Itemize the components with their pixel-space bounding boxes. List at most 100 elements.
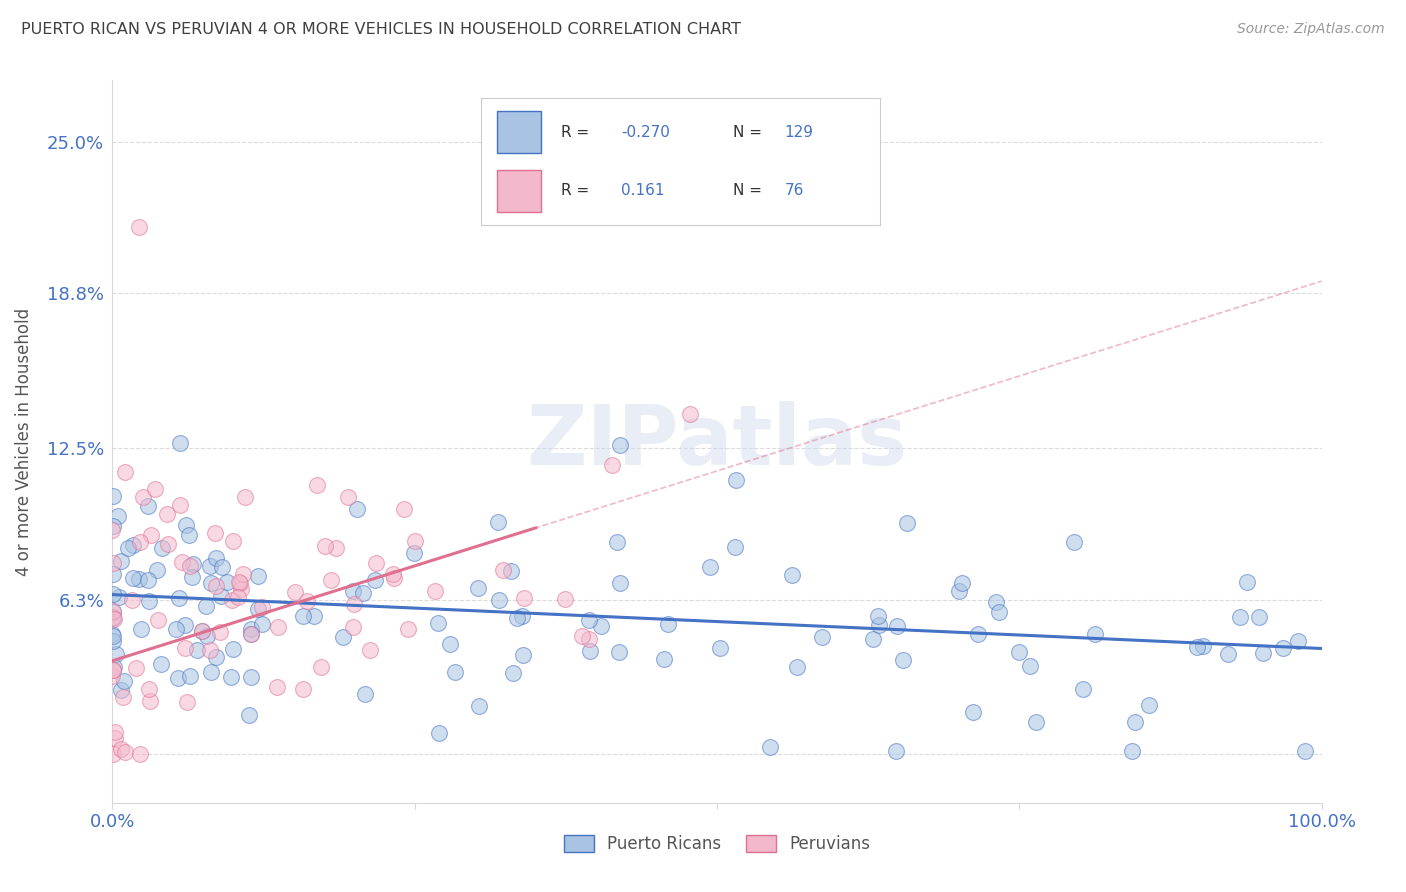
Point <box>404 546 426 560</box>
Point <box>352 586 374 600</box>
Point <box>101 518 124 533</box>
Text: ZIPatlas: ZIPatlas <box>527 401 907 482</box>
Point <box>205 551 228 566</box>
Point <box>222 533 245 548</box>
Point <box>884 744 907 758</box>
Point <box>139 693 162 707</box>
Point <box>221 670 243 684</box>
Point <box>950 575 973 590</box>
Point <box>228 574 250 589</box>
Point <box>101 669 124 683</box>
Point <box>652 652 675 666</box>
Point <box>165 622 187 636</box>
Point <box>229 582 252 596</box>
Point <box>101 634 124 648</box>
Point <box>208 625 231 640</box>
Point <box>578 632 600 647</box>
Point <box>1019 658 1042 673</box>
Point <box>591 619 613 633</box>
Point <box>579 644 602 658</box>
Point <box>319 573 342 587</box>
Point <box>101 610 124 624</box>
Point <box>138 594 160 608</box>
Point <box>342 584 364 599</box>
Point <box>107 509 129 524</box>
Point <box>1123 714 1146 729</box>
Point <box>382 571 405 585</box>
Point <box>138 682 160 697</box>
Point <box>1192 639 1215 653</box>
Point <box>101 747 124 761</box>
Text: PUERTO RICAN VS PERUVIAN 4 OR MORE VEHICLES IN HOUSEHOLD CORRELATION CHART: PUERTO RICAN VS PERUVIAN 4 OR MORE VEHIC… <box>21 22 741 37</box>
Point <box>606 535 628 549</box>
Point <box>1121 744 1143 758</box>
Point <box>112 673 135 688</box>
Point <box>129 534 152 549</box>
Point <box>499 564 522 578</box>
Point <box>404 534 426 549</box>
Point <box>195 629 218 643</box>
Point <box>1137 698 1160 712</box>
Point <box>439 637 461 651</box>
Point <box>250 599 273 614</box>
Point <box>104 724 127 739</box>
Point <box>169 591 191 606</box>
Point <box>578 613 600 627</box>
Point <box>1229 609 1251 624</box>
Point <box>129 622 152 636</box>
Legend: Puerto Ricans, Peruvians: Puerto Ricans, Peruvians <box>557 828 877 860</box>
Point <box>172 555 194 569</box>
Point <box>110 742 132 756</box>
Point <box>114 465 136 479</box>
Point <box>114 745 136 759</box>
Point <box>492 563 515 577</box>
Point <box>759 740 782 755</box>
Point <box>129 747 152 761</box>
Point <box>948 583 970 598</box>
Point <box>176 695 198 709</box>
Point <box>110 683 132 698</box>
Point <box>205 649 228 664</box>
Point <box>101 663 124 677</box>
Point <box>101 556 124 570</box>
Point <box>1286 633 1309 648</box>
Point <box>167 671 190 685</box>
Point <box>186 642 208 657</box>
Point <box>506 611 529 625</box>
Point <box>204 579 226 593</box>
Point <box>240 627 263 641</box>
Point <box>1247 609 1270 624</box>
Point <box>136 573 159 587</box>
Point <box>111 690 134 704</box>
Point <box>169 499 191 513</box>
Point <box>325 541 347 555</box>
Point <box>886 618 908 632</box>
Point <box>128 572 150 586</box>
Point <box>228 575 250 590</box>
Text: Source: ZipAtlas.com: Source: ZipAtlas.com <box>1237 22 1385 37</box>
Point <box>146 613 169 627</box>
Point <box>1251 646 1274 660</box>
Point <box>174 641 197 656</box>
Point <box>354 687 377 701</box>
Point <box>101 587 124 601</box>
Point <box>292 681 315 696</box>
Point <box>103 660 125 674</box>
Point <box>1025 714 1047 729</box>
Point <box>488 593 510 607</box>
Point <box>1008 645 1031 659</box>
Point <box>1063 534 1085 549</box>
Point <box>200 575 222 590</box>
Point <box>117 541 139 555</box>
Point <box>295 593 318 607</box>
Point <box>966 627 988 641</box>
Point <box>302 608 325 623</box>
Point <box>609 576 631 591</box>
Point <box>314 539 336 553</box>
Point <box>181 557 204 571</box>
Point <box>169 436 191 450</box>
Point <box>502 666 524 681</box>
Point <box>232 566 254 581</box>
Point <box>143 483 166 497</box>
Point <box>896 516 918 531</box>
